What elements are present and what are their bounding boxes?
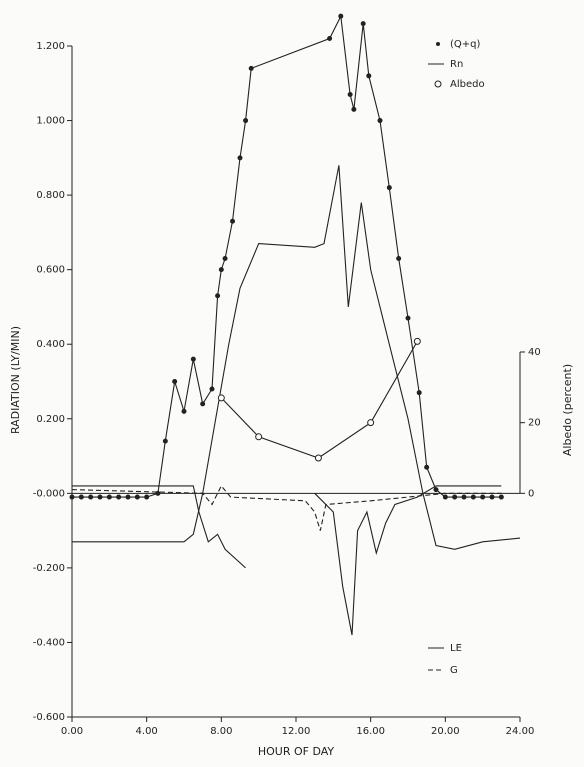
data-point — [125, 494, 131, 500]
y-tick-label: 0.800 — [36, 190, 65, 201]
y-tick-label: -0.000 — [33, 488, 65, 499]
legend-marker — [436, 42, 440, 46]
data-point — [116, 494, 122, 500]
x-tick-label: 16.00 — [356, 726, 385, 737]
data-point — [209, 386, 215, 392]
x-tick-label: 4.00 — [136, 726, 158, 737]
data-point — [237, 155, 243, 161]
legend-marker — [434, 80, 442, 88]
legend-label: Albedo — [450, 79, 485, 90]
data-point — [88, 494, 94, 500]
data-point — [248, 65, 254, 71]
y-tick-label: 1.000 — [36, 116, 65, 127]
data-point — [405, 315, 411, 321]
legend-label: G — [450, 665, 458, 676]
series-line — [220, 341, 418, 459]
data-point — [218, 267, 224, 273]
data-point — [217, 394, 225, 402]
data-point — [190, 356, 196, 362]
data-point — [222, 255, 228, 261]
data-point — [413, 337, 421, 345]
series-line — [71, 484, 502, 531]
data-point — [144, 494, 150, 500]
legend-label: Rn — [450, 59, 463, 70]
x-tick-label: 12.00 — [282, 726, 311, 737]
data-point — [106, 494, 112, 500]
data-point — [416, 390, 422, 396]
x-tick-label: 0.00 — [61, 726, 83, 737]
legend-label: (Q+q) — [450, 39, 480, 50]
data-point — [200, 401, 206, 407]
data-point — [470, 494, 476, 500]
data-point — [433, 487, 439, 493]
data-point — [162, 438, 168, 444]
data-point — [424, 464, 430, 470]
data-point — [327, 36, 333, 42]
data-point — [338, 13, 344, 19]
data-point — [377, 118, 383, 124]
legend-label: LE — [450, 643, 462, 654]
data-point — [230, 218, 236, 224]
data-point — [134, 494, 140, 500]
x-tick-label: 8.00 — [210, 726, 232, 737]
y-tick-label: -0.200 — [33, 563, 65, 574]
data-point — [351, 106, 357, 112]
x-tick-label: 24.00 — [506, 726, 535, 737]
y-tick-label: 0.400 — [36, 339, 65, 350]
data-point — [386, 185, 392, 191]
y-tick-label: 1.200 — [36, 41, 65, 52]
data-point — [480, 494, 486, 500]
data-point — [69, 494, 75, 500]
y2-tick-label: 20 — [528, 418, 541, 429]
series-line — [72, 14, 502, 498]
series-line — [72, 165, 521, 550]
data-point — [97, 494, 103, 500]
x-axis-label: HOUR OF DAY — [258, 745, 335, 758]
data-point — [498, 494, 504, 500]
y2-tick-label: 40 — [528, 347, 541, 358]
data-point — [314, 454, 322, 462]
data-point — [396, 255, 402, 261]
data-point — [255, 433, 263, 441]
series-line — [72, 485, 502, 636]
data-point — [489, 494, 495, 500]
data-point — [172, 379, 178, 384]
data-point — [181, 408, 187, 414]
y-tick-label: -0.400 — [33, 637, 65, 648]
y-tick-label: -0.600 — [33, 712, 65, 723]
data-point — [442, 494, 448, 500]
x-tick-label: 20.00 — [431, 726, 460, 737]
data-point — [360, 21, 366, 27]
data-point — [243, 118, 249, 124]
y-tick-label: 0.600 — [36, 265, 65, 276]
data-point — [367, 419, 375, 427]
data-point — [452, 494, 458, 500]
data-point — [78, 494, 84, 500]
y2-tick-label: 0 — [528, 488, 534, 499]
data-point — [347, 91, 353, 97]
y-axis-label: RADIATION (LY/MIN) — [9, 326, 22, 434]
y-tick-label: 0.200 — [36, 414, 65, 425]
data-point — [366, 73, 372, 79]
data-point — [461, 494, 467, 500]
data-point — [215, 293, 221, 299]
y2-axis-label: Albedo (percent) — [561, 364, 574, 456]
